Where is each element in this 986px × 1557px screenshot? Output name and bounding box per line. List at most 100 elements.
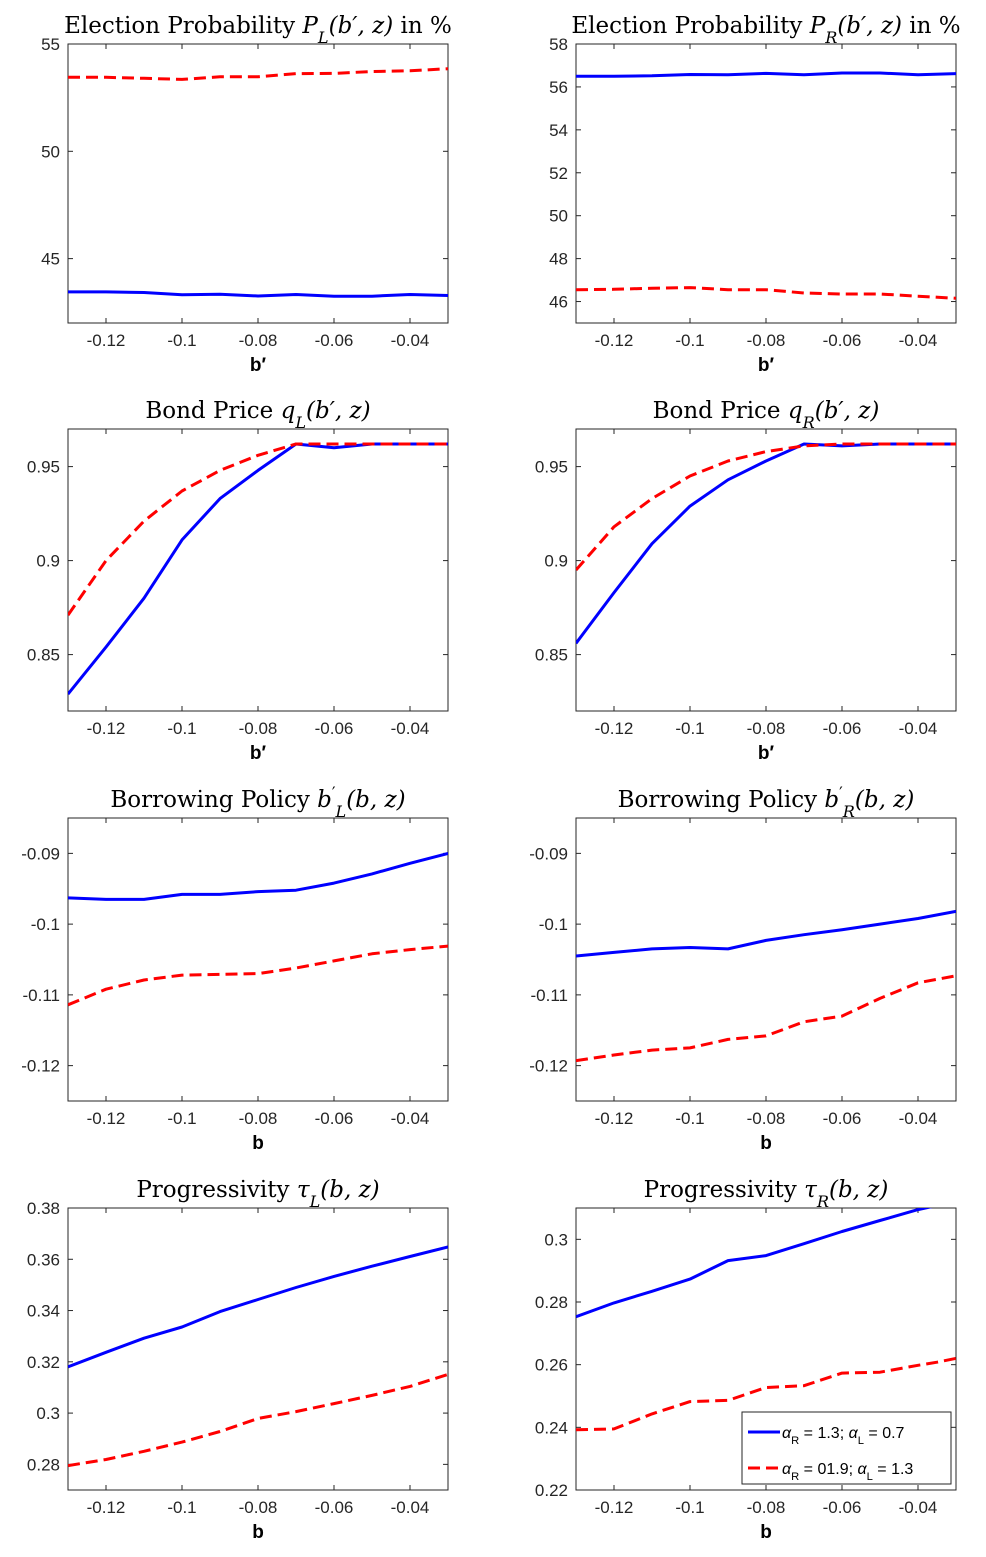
- x-tick-label: -0.06: [315, 331, 354, 350]
- y-tick-label: 58: [549, 35, 568, 54]
- x-axis-label: b′: [758, 743, 775, 764]
- y-tick-label: 52: [549, 164, 568, 183]
- x-tick-label: -0.08: [239, 331, 278, 350]
- x-tick-label: -0.04: [391, 1109, 430, 1128]
- chart-panel-2: -0.12 -0.1 -0.08 -0.06 -0.04 46 48 50 52 54 56 58El…: [549, 13, 961, 376]
- x-tick-label: -0.06: [823, 1498, 862, 1517]
- y-tick-label: 0.3: [36, 1404, 60, 1423]
- x-tick-label: -0.12: [595, 1109, 634, 1128]
- series-line-2: [576, 974, 956, 1063]
- chart-title: Bond Price qL(b′, z): [145, 398, 370, 432]
- series-line-1: [68, 851, 448, 901]
- x-axis-label: b: [760, 1522, 772, 1543]
- axes-box: [67, 817, 449, 1102]
- series-line-1: [576, 909, 956, 958]
- y-tick-label: 0.95: [27, 458, 60, 477]
- y-tick-label: 50: [549, 207, 568, 226]
- x-axis-label: b: [252, 1522, 264, 1543]
- y-tick-label: 0.24: [535, 1418, 568, 1437]
- x-tick-label: -0.1: [675, 1498, 704, 1517]
- y-tick-label: 0.85: [27, 646, 60, 665]
- chart-title: Election Probability PR(b′, z) in %: [571, 13, 960, 47]
- x-tick-label: -0.08: [239, 1109, 278, 1128]
- y-tick-label: -0.1: [539, 915, 568, 934]
- x-tick-label: -0.04: [899, 1109, 938, 1128]
- y-tick-label: 0.38: [27, 1199, 60, 1218]
- y-tick-label: 56: [549, 78, 568, 97]
- x-axis-label: b: [760, 1133, 772, 1154]
- x-tick-label: -0.06: [315, 1498, 354, 1517]
- x-tick-label: -0.06: [315, 719, 354, 738]
- x-tick-label: -0.1: [167, 719, 196, 738]
- chart-title: Borrowing Policy b′L(b, z): [110, 783, 405, 821]
- y-tick-label: -0.1: [31, 915, 60, 934]
- x-tick-label: -0.08: [747, 1109, 786, 1128]
- y-tick-label: 55: [41, 35, 60, 54]
- x-tick-label: -0.12: [595, 331, 634, 350]
- x-tick-label: -0.1: [675, 1109, 704, 1128]
- series-line-1: [576, 71, 956, 78]
- series-line-2: [68, 67, 448, 81]
- x-tick-label: -0.06: [315, 1109, 354, 1128]
- x-axis-label: b′: [250, 743, 267, 764]
- x-tick-label: -0.08: [747, 719, 786, 738]
- x-tick-label: -0.04: [391, 1498, 430, 1517]
- y-tick-label: -0.09: [21, 844, 60, 863]
- series-line-1: [576, 1208, 933, 1319]
- legend-entry-label: αR = 01.9; αL = 1.3: [782, 1461, 913, 1483]
- chart-panel-4: -0.12 -0.1 -0.08 -0.06 -0.04 0.85 0.9 0.95 Bond …: [535, 398, 957, 764]
- x-tick-label: -0.12: [87, 719, 126, 738]
- chart-panel-3: -0.12 -0.1 -0.08 -0.06 -0.04 0.85 0.9 0.95 Bond …: [27, 398, 449, 764]
- x-tick-label: -0.1: [675, 719, 704, 738]
- y-tick-label: 45: [41, 250, 60, 269]
- y-tick-label: 0.3: [544, 1230, 568, 1249]
- x-tick-label: -0.06: [823, 719, 862, 738]
- x-tick-label: -0.04: [899, 719, 938, 738]
- y-tick-label: 0.95: [535, 458, 568, 477]
- y-tick-label: 0.36: [27, 1250, 60, 1269]
- y-tick-label: 0.28: [535, 1293, 568, 1312]
- legend-box: [741, 1411, 952, 1485]
- x-tick-label: -0.12: [595, 719, 634, 738]
- y-tick-label: 48: [549, 250, 568, 269]
- x-tick-label: -0.06: [823, 331, 862, 350]
- y-tick-label: 54: [549, 121, 568, 140]
- x-tick-label: -0.12: [87, 331, 126, 350]
- x-tick-label: -0.12: [87, 1109, 126, 1128]
- axes-box: [67, 1207, 449, 1491]
- y-tick-label: 0.9: [36, 552, 60, 571]
- y-tick-label: 0.85: [535, 646, 568, 665]
- y-tick-label: -0.12: [529, 1057, 568, 1076]
- y-tick-label: 50: [41, 142, 60, 161]
- y-tick-label: 0.26: [535, 1356, 568, 1375]
- y-tick-label: -0.12: [21, 1057, 60, 1076]
- axes-box: [575, 428, 957, 712]
- chart-panel-7: -0.12 -0.1 -0.08 -0.06 -0.04 0.28 0.3 0.32 0.34 0…: [27, 1177, 449, 1543]
- y-tick-label: 0.32: [27, 1353, 60, 1372]
- chart-panel-6: -0.12 -0.1 -0.08 -0.06 -0.04 -0.12 -0.11 -0.1 -0…: [529, 783, 957, 1154]
- chart-title: Progressivity τR(b, z): [644, 1177, 889, 1211]
- chart-title: Bond Price qR(b′, z): [653, 398, 880, 432]
- x-tick-label: -0.12: [87, 1498, 126, 1517]
- axes-box: [575, 817, 957, 1102]
- y-tick-label: -0.11: [531, 986, 569, 1005]
- x-tick-label: -0.04: [899, 331, 938, 350]
- y-tick-label: -0.11: [23, 986, 61, 1005]
- legend-entry-label: αR = 1.3; αL = 0.7: [782, 1425, 905, 1447]
- chart-title: Election Probability PL(b′, z) in %: [64, 13, 452, 47]
- x-tick-label: -0.04: [391, 719, 430, 738]
- axes-box: [575, 43, 957, 324]
- x-tick-label: -0.1: [167, 1109, 196, 1128]
- series-line-1: [68, 290, 448, 298]
- series-line-2: [68, 442, 448, 616]
- x-tick-label: -0.04: [391, 331, 430, 350]
- x-tick-label: -0.1: [167, 1498, 196, 1517]
- x-tick-label: -0.04: [899, 1498, 938, 1517]
- x-axis-label: b′: [758, 355, 775, 376]
- y-tick-label: 0.28: [27, 1455, 60, 1474]
- chart-panel-5: -0.12 -0.1 -0.08 -0.06 -0.04 -0.12 -0.11 -0.1 -0…: [21, 783, 449, 1154]
- series-line-2: [576, 286, 956, 300]
- x-tick-label: -0.1: [675, 331, 704, 350]
- x-tick-label: -0.08: [239, 719, 278, 738]
